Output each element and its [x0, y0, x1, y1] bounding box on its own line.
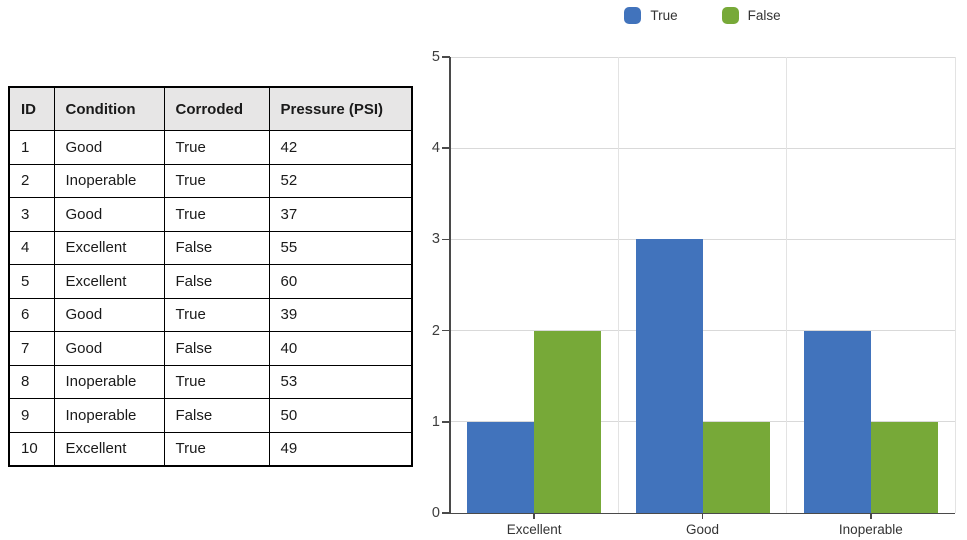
- cell-condition: Inoperable: [53, 398, 165, 433]
- y-tick-label-2: 2: [431, 322, 440, 339]
- bar-false-inoperable: [870, 421, 938, 513]
- column-header-pressure-psi-: Pressure (PSI): [268, 86, 413, 131]
- gridline-x-boundary-2: [786, 57, 788, 513]
- pipe-data-table: ID Condition Corroded Pressure (PSI) 1 Good T…: [8, 86, 413, 467]
- cell-corroded: True: [163, 364, 270, 399]
- cell-corroded: False: [163, 264, 270, 299]
- cell-condition: Good: [53, 297, 165, 332]
- cell-pressure-psi-: 52: [268, 163, 413, 198]
- cell-condition: Inoperable: [53, 364, 165, 399]
- table-row: 8 Inoperable True 53: [8, 364, 413, 399]
- y-tick-label-3: 3: [431, 231, 440, 248]
- cell-pressure-psi-: 37: [268, 197, 413, 232]
- gridline-y-2: [450, 330, 955, 332]
- chart-legend: True False: [450, 4, 955, 26]
- gridline-x-boundary-3: [954, 57, 956, 513]
- cell-condition: Good: [53, 197, 165, 232]
- gridline-x-boundary-1: [617, 57, 619, 513]
- legend-swatch-true: [624, 6, 642, 24]
- table-row: 1 Good True 42: [8, 130, 413, 165]
- gridline-y-3: [450, 238, 955, 240]
- legend-item-false: False: [721, 6, 781, 24]
- gridline-y-4: [450, 147, 955, 149]
- x-axis-tick-excellent: [533, 513, 535, 519]
- cell-id: 6: [8, 297, 55, 332]
- legend-item-true: True: [624, 6, 678, 24]
- cell-condition: Excellent: [53, 264, 165, 299]
- bar-true-excellent: [467, 421, 535, 513]
- table-row: 7 Good False 40: [8, 331, 413, 366]
- x-tick-label-inoperable: Inoperable: [838, 522, 903, 537]
- table-row: 2 Inoperable True 52: [8, 163, 413, 198]
- table-row: 4 Excellent False 55: [8, 230, 413, 265]
- x-axis-line: [449, 512, 955, 514]
- cell-corroded: True: [163, 163, 270, 198]
- cell-id: 4: [8, 230, 55, 265]
- chart-plot-area: 0 1 2 3 4 5 Excellent Good Inoperable: [432, 49, 956, 537]
- y-axis-tick-3: [442, 238, 450, 241]
- table-row: 9 Inoperable False 50: [8, 398, 413, 433]
- cell-condition: Excellent: [53, 230, 165, 265]
- y-axis-tick-2: [442, 329, 450, 332]
- x-axis-tick-good: [701, 513, 704, 519]
- table-row: 6 Good True 39: [8, 297, 413, 332]
- x-tick-label-good: Good: [685, 522, 720, 537]
- y-axis-tick-4: [442, 147, 450, 149]
- cell-corroded: True: [163, 130, 270, 165]
- legend-label-false: False: [747, 7, 781, 23]
- cell-pressure-psi-: 55: [268, 230, 413, 265]
- table-header-row: ID Condition Corroded Pressure (PSI): [8, 86, 413, 131]
- bar-false-excellent: [534, 330, 602, 513]
- cell-corroded: True: [163, 297, 270, 332]
- x-axis-tick-inoperable: [870, 513, 872, 519]
- cell-corroded: False: [163, 398, 270, 433]
- cell-id: 9: [8, 398, 55, 433]
- cell-id: 7: [8, 331, 55, 366]
- y-axis-tick-0: [442, 512, 450, 514]
- cell-condition: Good: [53, 331, 165, 366]
- cell-pressure-psi-: 50: [268, 398, 413, 433]
- legend-swatch-false: [721, 6, 739, 24]
- cell-condition: Excellent: [53, 431, 165, 467]
- y-axis-tick-1: [442, 421, 450, 423]
- table-row: 10 Excellent True 49: [8, 431, 413, 467]
- gridline-y-1: [450, 421, 955, 423]
- y-tick-label-1: 1: [431, 413, 440, 430]
- cell-id: 2: [8, 163, 55, 198]
- y-tick-label-4: 4: [431, 140, 440, 157]
- cell-corroded: True: [163, 431, 270, 467]
- cell-pressure-psi-: 42: [268, 130, 413, 165]
- x-tick-label-excellent: Excellent: [506, 522, 562, 537]
- cell-condition: Inoperable: [53, 163, 165, 198]
- y-axis-line: [449, 57, 451, 513]
- cell-id: 3: [8, 197, 55, 232]
- cell-corroded: False: [163, 230, 270, 265]
- cell-pressure-psi-: 39: [268, 297, 413, 332]
- cell-condition: Good: [53, 130, 165, 165]
- cell-id: 10: [8, 431, 55, 467]
- cell-corroded: False: [163, 331, 270, 366]
- column-header-corroded: Corroded: [163, 86, 270, 131]
- legend-label-true: True: [650, 7, 678, 23]
- y-tick-label-0: 0: [431, 505, 440, 521]
- bar-true-good: [635, 239, 703, 513]
- bar-true-inoperable: [803, 330, 871, 513]
- y-axis-tick-5: [442, 56, 450, 58]
- bar-false-good: [702, 421, 770, 513]
- gridline-y-5: [450, 56, 955, 58]
- cell-corroded: True: [163, 197, 270, 232]
- cell-id: 8: [8, 364, 55, 399]
- cell-pressure-psi-: 40: [268, 331, 413, 366]
- table-row: 3 Good True 37: [8, 197, 413, 232]
- table-row: 5 Excellent False 60: [8, 264, 413, 299]
- column-header-condition: Condition: [53, 86, 165, 131]
- cell-pressure-psi-: 60: [268, 264, 413, 299]
- y-tick-label-5: 5: [431, 49, 440, 65]
- cell-pressure-psi-: 49: [268, 431, 413, 467]
- column-header-id: ID: [8, 86, 55, 131]
- cell-pressure-psi-: 53: [268, 364, 413, 399]
- cell-id: 5: [8, 264, 55, 299]
- cell-id: 1: [8, 130, 55, 165]
